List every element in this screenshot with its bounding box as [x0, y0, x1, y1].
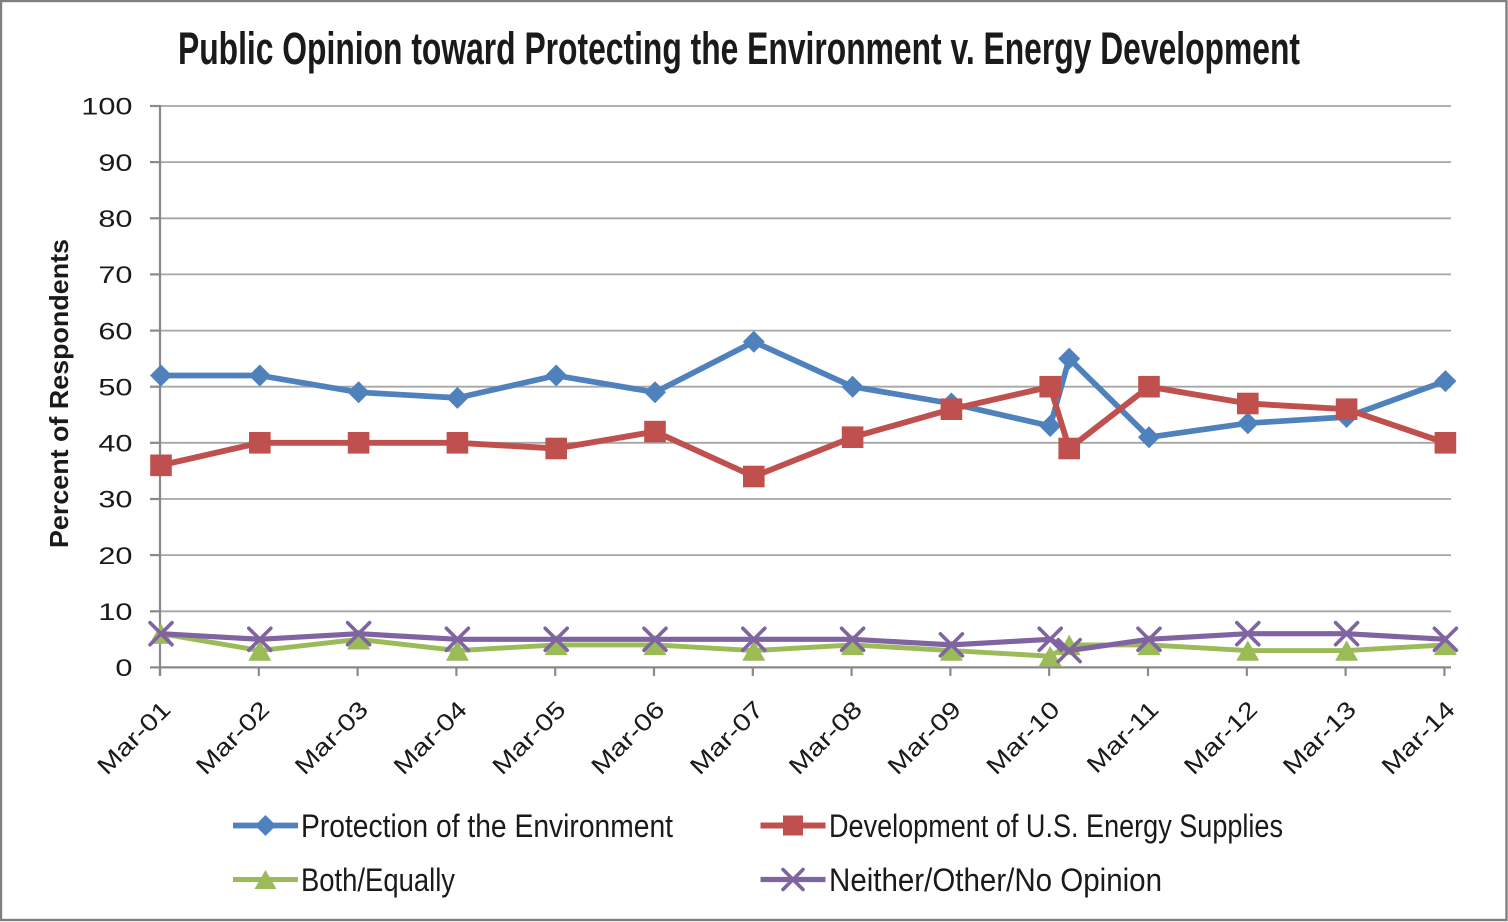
svg-text:Percent of Respondents: Percent of Respondents — [44, 239, 74, 548]
svg-text:50: 50 — [98, 374, 132, 401]
svg-text:70: 70 — [98, 261, 132, 288]
svg-text:100: 100 — [81, 93, 132, 120]
svg-text:Public Opinion toward Protecti: Public Opinion toward Protecting the Env… — [178, 23, 1300, 74]
svg-text:Protection of the Environment: Protection of the Environment — [301, 808, 673, 844]
svg-text:90: 90 — [98, 149, 132, 176]
svg-text:0: 0 — [115, 654, 132, 681]
svg-text:80: 80 — [98, 205, 132, 232]
svg-text:Both/Equally: Both/Equally — [301, 862, 455, 898]
svg-text:Development of U.S. Energy Sup: Development of U.S. Energy Supplies — [829, 808, 1283, 844]
svg-text:60: 60 — [98, 318, 132, 345]
svg-text:10: 10 — [98, 598, 132, 625]
svg-text:40: 40 — [98, 430, 132, 457]
svg-text:Neither/Other/No Opinion: Neither/Other/No Opinion — [829, 862, 1162, 898]
svg-text:30: 30 — [98, 486, 132, 513]
svg-text:20: 20 — [98, 542, 132, 569]
